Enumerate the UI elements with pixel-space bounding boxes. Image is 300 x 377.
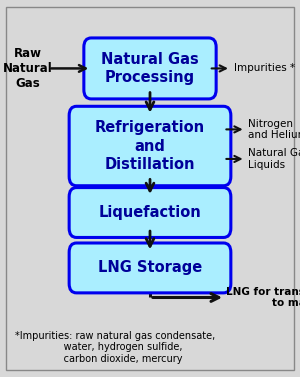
Text: Nitrogen
and Helium: Nitrogen and Helium <box>248 119 300 140</box>
FancyBboxPatch shape <box>69 243 231 293</box>
Text: Liquefaction: Liquefaction <box>99 205 201 220</box>
Text: Refrigeration
and
Distillation: Refrigeration and Distillation <box>95 120 205 172</box>
Text: *Impurities: raw natural gas condensate,
     water, hydrogen sulfide,
     carb: *Impurities: raw natural gas condensate,… <box>15 331 215 364</box>
Text: Natural Gas
Liquids: Natural Gas Liquids <box>248 148 300 170</box>
Text: Impurities *: Impurities * <box>234 63 295 74</box>
Text: Raw
Natural
Gas: Raw Natural Gas <box>3 47 53 90</box>
FancyBboxPatch shape <box>69 188 231 238</box>
Text: Natural Gas
Processing: Natural Gas Processing <box>101 52 199 85</box>
FancyBboxPatch shape <box>84 38 216 99</box>
Text: LNG for transport
to market: LNG for transport to market <box>226 287 300 308</box>
FancyBboxPatch shape <box>69 106 231 186</box>
Text: LNG Storage: LNG Storage <box>98 261 202 276</box>
